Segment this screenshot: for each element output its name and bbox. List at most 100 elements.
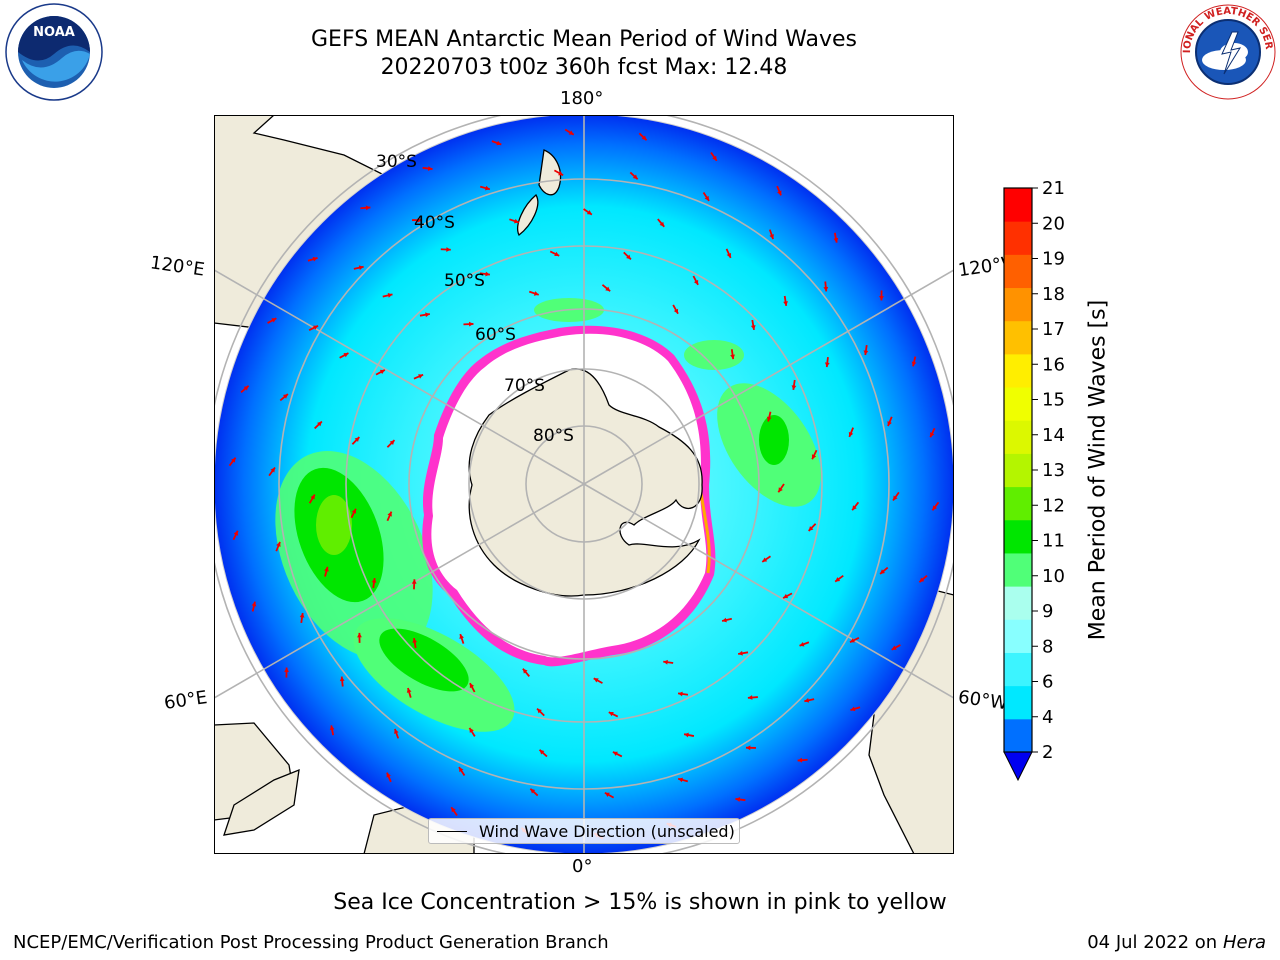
wind-wave-arrowhead xyxy=(386,772,391,778)
colorbar-segment xyxy=(1004,552,1032,587)
wind-wave-arrowhead xyxy=(833,237,839,243)
wind-wave-arrowhead xyxy=(343,353,349,358)
wind-wave-arrowhead xyxy=(608,711,614,717)
wave-period-patch xyxy=(684,340,744,370)
wind-wave-arrowhead xyxy=(745,745,751,751)
map-frame xyxy=(214,115,954,854)
wind-wave-arrowhead xyxy=(750,325,756,330)
colorbar-segment xyxy=(1004,420,1032,454)
graticule xyxy=(214,115,954,854)
wind-wave-arrowhead xyxy=(930,432,935,438)
wind-wave-arrowhead xyxy=(673,308,679,314)
map-legend: Wind Wave Direction (unscaled) xyxy=(428,818,740,844)
wind-wave-arrowhead xyxy=(678,691,683,697)
colorbar-segment xyxy=(1004,586,1032,620)
wind-wave-arrowhead xyxy=(469,683,475,689)
wind-wave-arrowhead xyxy=(411,579,417,584)
footer-credit: NCEP/EMC/Verification Post Processing Pr… xyxy=(13,932,609,953)
wind-wave-arrowhead xyxy=(568,130,574,135)
wind-wave-arrowhead xyxy=(270,467,275,473)
colorbar-tick-label: 21 xyxy=(1042,180,1065,199)
wind-wave-arrowhead xyxy=(425,312,430,318)
wind-wave-arrowhead xyxy=(317,421,322,427)
wind-wave-arrowhead xyxy=(887,421,892,427)
wind-wave-arrowhead xyxy=(791,385,797,390)
wind-wave-arrowhead xyxy=(593,678,599,683)
colorbar-tick-label: 14 xyxy=(1042,425,1065,446)
wind-wave-arrowhead xyxy=(783,301,788,306)
wind-wave-arrowhead xyxy=(797,757,803,763)
wind-wave-arrowhead xyxy=(233,530,238,536)
wind-wave-arrowhead xyxy=(459,634,464,640)
lon-label-0: 0° xyxy=(572,856,593,877)
lon-label-180: 180° xyxy=(560,88,604,109)
wind-wave-arrowhead xyxy=(412,638,418,643)
wave-period-patch xyxy=(759,415,789,465)
wind-wave-arrowhead xyxy=(678,777,684,783)
wind-wave-arrowhead xyxy=(659,221,665,227)
wind-wave-arrowhead xyxy=(418,374,424,379)
wind-wave-arrowhead xyxy=(766,416,772,422)
sea-ice-footnote: Sea Ice Concentration > 15% is shown in … xyxy=(333,890,947,915)
wind-wave-arrowhead xyxy=(693,279,699,285)
wind-wave-arrowhead xyxy=(522,668,528,674)
wind-wave-arrowhead xyxy=(911,361,917,367)
polar-map: 30°S 40°S 50°S 60°S 70°S 80°S xyxy=(214,115,954,854)
colorbar-segment xyxy=(1004,188,1032,222)
wind-wave-arrowhead xyxy=(684,732,689,738)
wind-wave-arrowhead xyxy=(406,687,412,693)
colorbar-segment xyxy=(1004,519,1032,554)
wind-wave-arrowhead xyxy=(533,291,539,296)
wind-wave-arrowhead xyxy=(632,174,638,180)
wind-wave-arrowhead xyxy=(605,286,611,292)
wind-wave-arrowhead xyxy=(730,354,735,360)
colorbar-tick-label: 12 xyxy=(1042,495,1065,516)
colorbar-tick-label: 16 xyxy=(1042,354,1065,375)
wind-wave-arrowhead xyxy=(880,569,885,574)
colorbar-segment xyxy=(1004,685,1032,720)
wind-wave-arrowhead xyxy=(357,632,362,638)
wind-wave-arrowhead xyxy=(251,601,257,607)
chart-title: GEFS MEAN Antarctic Mean Period of Wind … xyxy=(311,27,857,52)
wind-wave-arrowhead xyxy=(558,171,564,176)
wind-wave-arrowhead xyxy=(735,797,741,802)
colorbar-tick-label: 19 xyxy=(1042,249,1065,270)
wind-wave-arrowhead xyxy=(919,577,925,583)
wind-wave-arrowhead xyxy=(726,252,732,258)
wind-wave-arrowhead xyxy=(496,140,502,146)
chart-subtitle: 20220703 t00z 360h fcst Max: 12.48 xyxy=(380,55,788,80)
wind-wave-arrowhead xyxy=(808,526,814,531)
wind-wave-arrowhead xyxy=(823,286,829,292)
colorbar-segment xyxy=(1004,453,1032,488)
legend-line-swatch xyxy=(437,831,467,832)
colorbar-tick-label: 20 xyxy=(1042,213,1065,234)
wind-wave-arrowhead xyxy=(712,155,717,161)
wind-wave-arrowhead xyxy=(387,293,393,298)
colorbar-underflow-arrow xyxy=(1003,751,1033,782)
wind-wave-arrowhead xyxy=(230,457,236,463)
wind-wave-arrowhead xyxy=(513,218,519,224)
wind-wave-arrowhead xyxy=(879,296,884,301)
colorbar-tick-label: 15 xyxy=(1042,390,1065,411)
colorbar-tick-label: 17 xyxy=(1042,319,1065,340)
wind-wave-arrowhead xyxy=(722,617,727,623)
colorbar-segment xyxy=(1004,221,1032,255)
lat-label-50s: 50°S xyxy=(444,271,485,291)
wind-wave-arrowhead xyxy=(458,767,464,773)
wind-wave-arrowhead xyxy=(283,394,288,399)
wind-wave-arrowhead xyxy=(804,697,810,703)
lat-label-80s: 80°S xyxy=(533,426,574,446)
wind-wave-arrowhead xyxy=(299,612,305,618)
colorbar-tick-label: 13 xyxy=(1042,460,1065,481)
noaa-logo-icon: NOAA xyxy=(5,3,103,101)
land-new-zealand xyxy=(517,149,562,236)
footer-date-text: 04 Jul 2022 on xyxy=(1087,932,1223,953)
colorbar-tick-label: 6 xyxy=(1042,672,1053,693)
colorbar-tick-label: 10 xyxy=(1042,566,1065,587)
colorbar-title: Mean Period of Wind Waves [s] xyxy=(1085,299,1111,641)
wind-wave-arrowhead xyxy=(799,641,805,647)
colorbar-segment xyxy=(1004,718,1032,753)
lat-label-30s: 30°S xyxy=(376,152,417,172)
wind-wave-arrowhead xyxy=(641,135,647,141)
wind-wave-arrowhead xyxy=(365,205,371,211)
